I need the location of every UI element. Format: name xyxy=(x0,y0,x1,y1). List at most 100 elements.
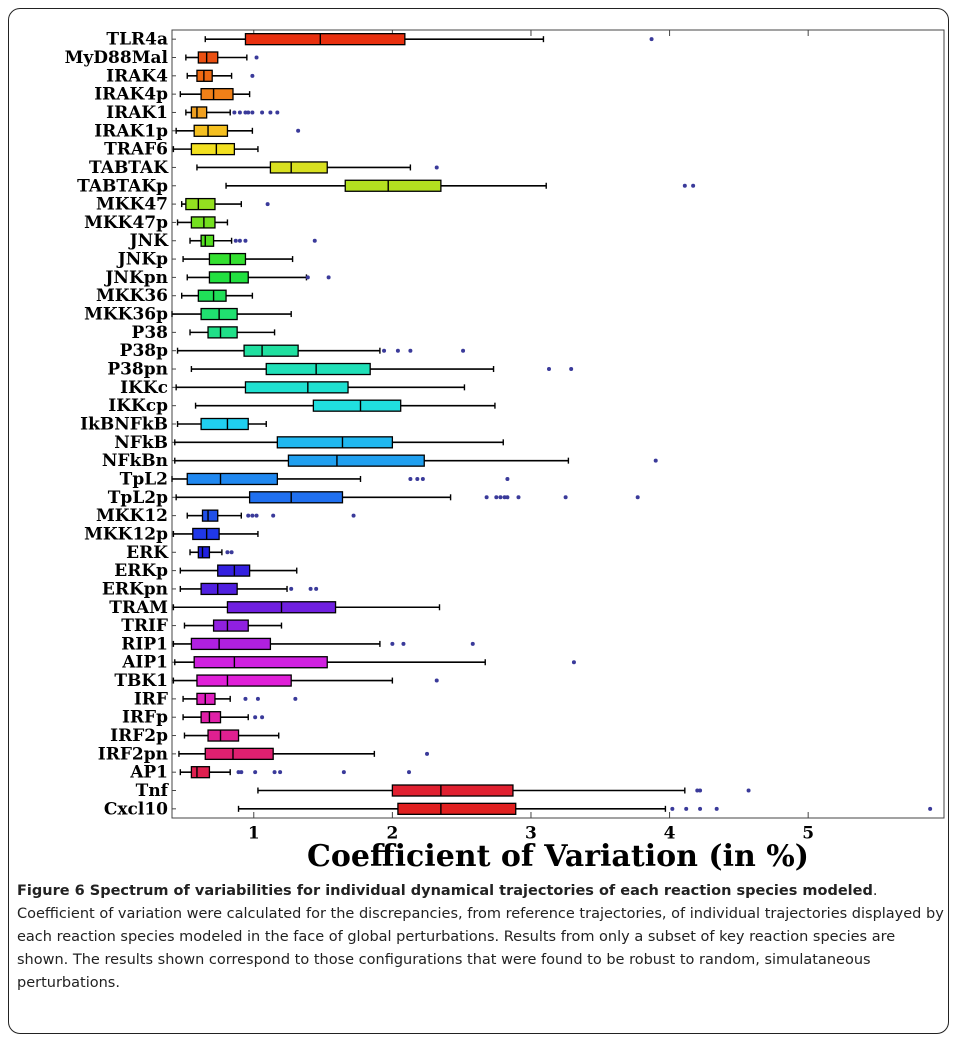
y-tick-label: TpL2 xyxy=(120,469,168,489)
y-tick-label: Cxcl10 xyxy=(104,799,168,819)
y-tick-label: ERKp xyxy=(114,561,168,581)
box xyxy=(200,87,234,101)
outlier xyxy=(246,110,251,115)
outlier xyxy=(296,128,301,133)
y-tick-label: P38 xyxy=(132,323,168,343)
outlier xyxy=(239,770,244,775)
outlier xyxy=(237,238,242,243)
y-tick-label: TRAM xyxy=(109,598,168,618)
y-tick-label: NFkB xyxy=(114,433,168,453)
y-tick-label: MKK12p xyxy=(84,524,168,544)
outlier xyxy=(698,806,703,811)
outlier xyxy=(569,367,574,372)
y-tick-label: IRAK1 xyxy=(106,103,168,123)
outlier xyxy=(232,110,237,115)
outlier xyxy=(434,678,439,683)
y-tick-label: NFkBn xyxy=(102,451,168,471)
outlier xyxy=(691,183,696,188)
x-axis-label: Coefficient of Variation (in %) xyxy=(307,839,809,874)
outlier xyxy=(498,495,503,500)
y-tick-label: MKK36 xyxy=(96,286,168,306)
outlier xyxy=(351,513,356,518)
outlier xyxy=(314,586,319,591)
outlier xyxy=(563,495,568,500)
outlier xyxy=(571,660,576,665)
outlier xyxy=(233,238,238,243)
outlier xyxy=(390,641,395,646)
outlier xyxy=(253,770,258,775)
box xyxy=(193,124,229,137)
box xyxy=(197,546,211,559)
caption-title: Figure 6 Spectrum of variabilities for i… xyxy=(17,883,873,899)
caption: Figure 6 Spectrum of variabilities for i… xyxy=(17,880,947,995)
outlier xyxy=(505,476,510,481)
outlier xyxy=(401,641,406,646)
y-tick-label: JNKp xyxy=(116,250,168,270)
figure-frame xyxy=(8,8,949,1034)
box xyxy=(244,381,349,394)
x-tick-label: 3 xyxy=(525,824,537,844)
y-tick-label: RIP1 xyxy=(121,634,168,654)
outlier xyxy=(246,513,251,518)
y-tick-label: JNKpn xyxy=(103,268,168,288)
caption-text: . Coefficient of variation were calculat… xyxy=(17,883,944,991)
chart: Coefficient of Variation (in %) 1 2 3 4 5 TLR… xyxy=(65,29,945,874)
box xyxy=(190,142,236,156)
y-tick-label: IRF2pn xyxy=(98,744,168,764)
box xyxy=(207,729,240,742)
outlier xyxy=(546,367,551,372)
box xyxy=(243,344,299,357)
y-tick-label: Tnf xyxy=(136,781,170,801)
outlier xyxy=(271,513,276,518)
box xyxy=(201,509,219,522)
box xyxy=(204,747,274,761)
outlier xyxy=(254,55,259,60)
box xyxy=(197,51,219,64)
outlier xyxy=(684,806,689,811)
y-tick-label: TRAF6 xyxy=(104,140,168,160)
outlier xyxy=(293,696,298,701)
outlier xyxy=(425,751,430,756)
outlier xyxy=(225,550,230,555)
outlier xyxy=(670,806,675,811)
outlier xyxy=(395,348,400,353)
y-tick-label: P38pn xyxy=(107,360,168,380)
outlier xyxy=(255,696,260,701)
y-tick-label: IRAK4p xyxy=(94,85,168,105)
box xyxy=(197,289,227,302)
outlier xyxy=(265,202,270,207)
outlier xyxy=(420,476,425,481)
outlier xyxy=(326,275,331,280)
box xyxy=(312,399,402,412)
y-tick-label: TBK1 xyxy=(114,671,168,691)
y-tick-label: IRF xyxy=(134,689,168,709)
outlier xyxy=(695,788,700,793)
outlier xyxy=(305,275,310,280)
y-tick-label: MyD88Mal xyxy=(65,48,169,68)
box xyxy=(276,436,394,449)
outlier xyxy=(415,476,420,481)
y-tick-label: JNK xyxy=(128,231,170,251)
box xyxy=(200,582,238,596)
outlier xyxy=(272,770,277,775)
y-tick-label: ERK xyxy=(126,543,169,563)
box xyxy=(185,197,216,211)
box xyxy=(248,491,344,504)
y-tick-label: AP1 xyxy=(129,763,168,783)
box xyxy=(208,252,247,266)
box xyxy=(391,784,514,797)
y-tick-label: AIP1 xyxy=(121,653,168,673)
x-tick-label: 2 xyxy=(386,824,398,844)
y-tick-label: MKK47 xyxy=(96,195,168,215)
outlier xyxy=(434,165,439,170)
x-tick-label: 1 xyxy=(248,824,260,844)
y-tick-label: TLR4a xyxy=(106,30,168,50)
box xyxy=(207,326,238,339)
outlier xyxy=(682,183,687,188)
outlier xyxy=(243,238,248,243)
outlier xyxy=(236,770,241,775)
box xyxy=(269,161,328,174)
y-tick-label: IRFp xyxy=(122,708,168,728)
box xyxy=(200,417,249,431)
box xyxy=(190,637,272,651)
